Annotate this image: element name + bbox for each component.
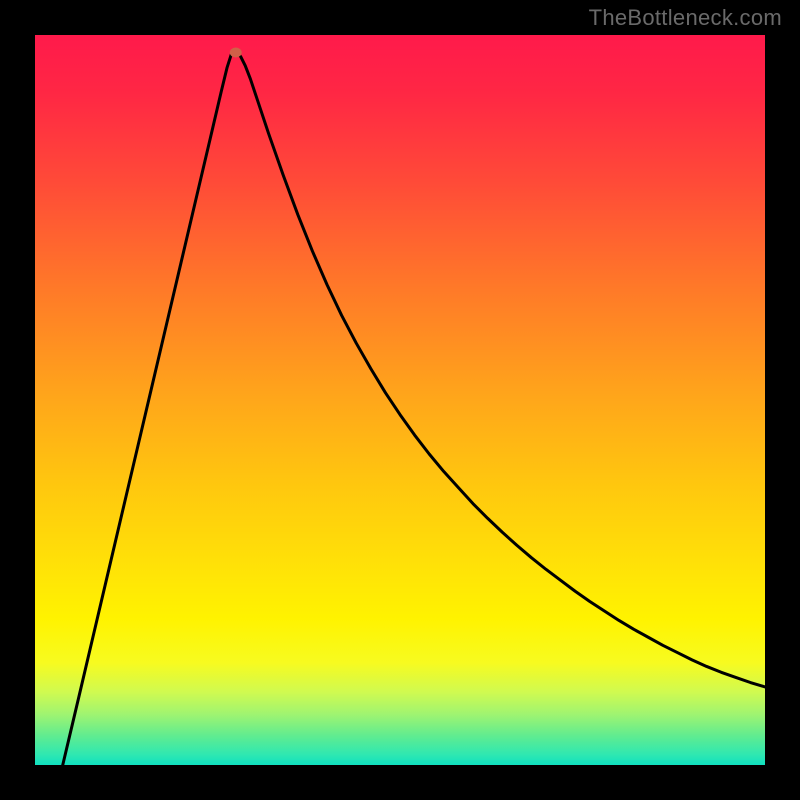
minimum-marker [230, 48, 242, 58]
chart-background [35, 35, 765, 765]
bottleneck-curve-chart [35, 35, 765, 765]
chart-plot-area [35, 35, 765, 765]
watermark-text: TheBottleneck.com [589, 5, 782, 31]
